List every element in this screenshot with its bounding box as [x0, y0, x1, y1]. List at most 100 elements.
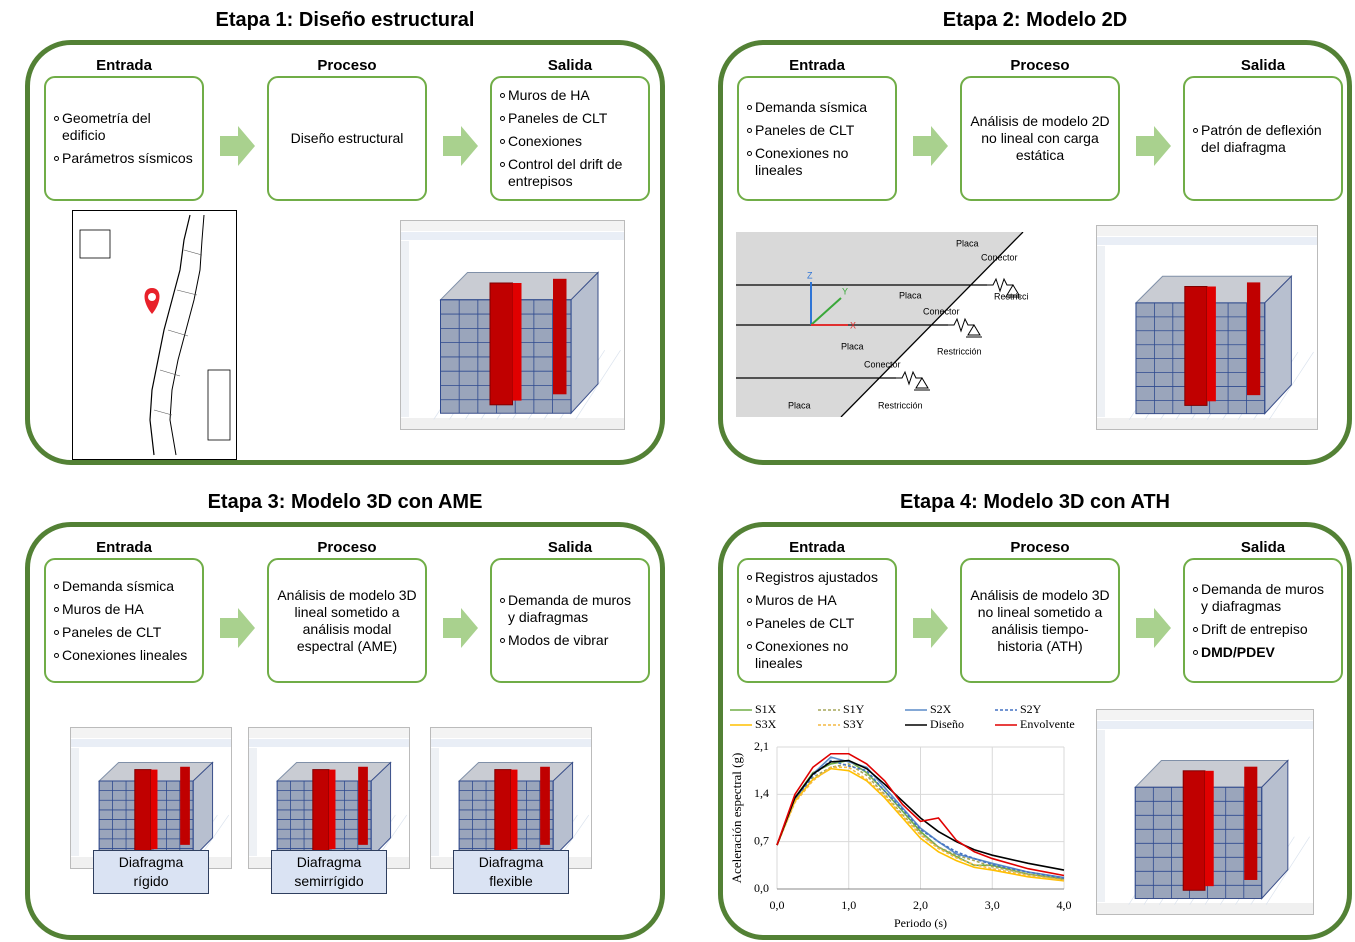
y-tick-label: 0,0 [754, 881, 769, 895]
decoration-shape [1136, 608, 1171, 648]
decoration-shape [249, 739, 409, 747]
decoration-shape [1097, 246, 1105, 417]
column-header: Entrada [44, 57, 204, 74]
legend-label: Diseño [930, 717, 964, 731]
decoration-shape [1205, 771, 1214, 886]
stage-title: Etapa 3: Modelo 3D con AME [25, 488, 665, 516]
legend-label: S3Y [843, 717, 865, 731]
decoration-shape [948, 319, 974, 331]
decoration-shape [71, 728, 231, 738]
axis-label: Z [807, 270, 813, 280]
process-box: Análisis de modelo 3D lineal sometido a … [267, 558, 427, 683]
diaphragm-note: Diafragma flexible [453, 850, 569, 894]
legend-label: S1Y [843, 702, 865, 716]
decoration-shape [220, 126, 255, 166]
x-tick-label: 3,0 [985, 898, 1000, 912]
stage-panel: EntradaDemanda sísmicaPaneles de CLTCone… [718, 40, 1352, 465]
output-item: Muros de HA [500, 87, 640, 104]
decoration-shape [135, 770, 151, 852]
input-item: Paneles de CLT [747, 122, 887, 139]
input-item: Muros de HA [747, 592, 887, 609]
diaphragm-note: Diafragma rígido [93, 850, 209, 894]
flow-arrow [1136, 608, 1172, 648]
input-box: Geometría del edificio Parámetros sísmico… [44, 76, 204, 201]
decoration-shape [431, 728, 591, 738]
column-header: Proceso [267, 57, 427, 74]
software-screenshot [1096, 225, 1318, 430]
decoration-shape [913, 126, 948, 166]
decoration-shape [513, 283, 522, 401]
decoration-shape [553, 279, 567, 395]
plate-label: Placa [899, 290, 922, 300]
flow-arrow [220, 608, 256, 648]
decoration-shape [1097, 730, 1105, 902]
column-header: Salida [1183, 57, 1343, 74]
decoration-shape [968, 325, 980, 335]
decoration-shape [1244, 767, 1257, 880]
y-axis-title: Aceleración espectral (g) [729, 753, 744, 884]
column-header: Entrada [737, 57, 897, 74]
output-item: Patrón de deflexión del diafragma [1193, 122, 1333, 156]
software-screenshot [430, 727, 592, 869]
page: Etapa 1: Diseño estructural Entrada Geomet… [0, 0, 1355, 942]
input-item: Conexiones no lineales [747, 638, 887, 672]
input-box: Demanda sísmica Muros de HA Paneles de CLT… [44, 558, 204, 683]
legend-label: S2Y [1020, 702, 1042, 716]
decoration-shape [249, 728, 409, 738]
flow-arrow [443, 126, 479, 166]
input-item: Demanda sísmica [54, 578, 194, 595]
input-item: Geometría del edificio [54, 110, 194, 144]
legend-label: S1X [755, 702, 777, 716]
decoration-shape [896, 372, 922, 384]
x-tick-label: 1,0 [841, 898, 856, 912]
decoration-shape [180, 767, 190, 845]
x-tick-label: 0,0 [770, 898, 785, 912]
software-screenshot [400, 220, 625, 430]
input-item: Registros ajustados [747, 569, 887, 586]
decoration-shape [540, 767, 550, 845]
restraint-label: Restricción [937, 346, 982, 356]
decoration-shape [1185, 287, 1207, 406]
stage-title: Etapa 4: Modelo 3D con ATH [718, 488, 1352, 516]
connector-label: Conector [923, 306, 960, 316]
process-text: Análisis de modelo 3D no lineal sometido… [970, 587, 1110, 655]
decoration-shape [358, 767, 368, 845]
output-item: Paneles de CLT [500, 110, 640, 127]
decoration-shape [313, 770, 329, 852]
restraint-label: Restricción [878, 400, 923, 410]
decoration-shape [220, 608, 255, 648]
software-screenshot [1096, 709, 1314, 915]
axis-label: X [850, 320, 856, 330]
decoration-shape [1136, 126, 1171, 166]
flow-arrow [1136, 126, 1172, 166]
output-item: Drift de entrepiso [1193, 621, 1333, 638]
x-tick-label: 2,0 [913, 898, 928, 912]
flow-arrow [913, 608, 949, 648]
stage-panel: Entrada Geometría del edificio Parámetros … [25, 40, 665, 465]
input-item: Paneles de CLT [54, 624, 194, 641]
software-screenshot [248, 727, 410, 869]
process-box: Diseño estructural [267, 76, 427, 201]
connector-label: Conector [981, 252, 1018, 262]
input-item: Parámetros sísmicos [54, 150, 194, 167]
y-tick-label: 0,7 [754, 833, 769, 847]
decoration-shape [329, 770, 335, 850]
decoration-shape [1097, 710, 1313, 720]
x-axis-title: Periodo (s) [894, 916, 947, 930]
column-header: Salida [490, 57, 650, 74]
input-item: Conexiones lineales [54, 647, 194, 664]
input-item: Muros de HA [54, 601, 194, 618]
decoration-shape [401, 418, 624, 429]
diaphragm-note: Diafragma semirrígido [271, 850, 387, 894]
input-item: Paneles de CLT [747, 615, 887, 632]
decoration-shape [151, 770, 157, 850]
stage-title: Etapa 1: Diseño estructural [25, 6, 665, 34]
decoration-shape [1183, 771, 1205, 890]
stage-title: Etapa 2: Modelo 2D [718, 6, 1352, 34]
column-header: Proceso [267, 539, 427, 556]
connector-label: Conector [864, 359, 901, 369]
legend-label: S3X [755, 717, 777, 731]
output-item: Conexiones [500, 133, 640, 150]
